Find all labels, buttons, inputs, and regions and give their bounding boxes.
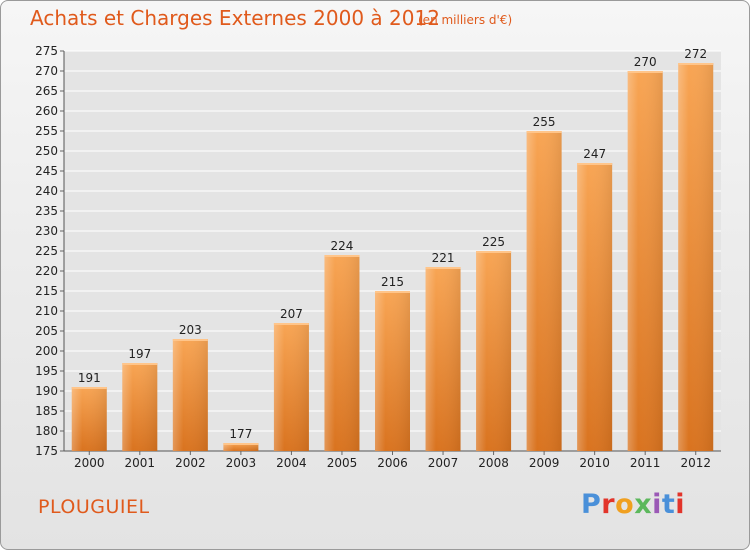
bar-shade bbox=[122, 363, 158, 451]
y-tick-label: 205 bbox=[35, 324, 58, 338]
bar-top bbox=[71, 387, 107, 389]
x-tick-label: 2008 bbox=[478, 456, 509, 470]
y-tick-label: 250 bbox=[35, 144, 58, 158]
x-tick-label: 2011 bbox=[630, 456, 661, 470]
bar-top bbox=[122, 363, 158, 365]
y-tick-label: 175 bbox=[35, 444, 58, 458]
x-tick-label: 2003 bbox=[226, 456, 257, 470]
y-tick-label: 235 bbox=[35, 204, 58, 218]
bar-value-label: 191 bbox=[78, 371, 101, 385]
y-tick-label: 260 bbox=[35, 104, 58, 118]
logo-letter: o bbox=[615, 489, 635, 520]
x-tick-label: 2001 bbox=[125, 456, 156, 470]
x-tick-label: 2005 bbox=[327, 456, 358, 470]
bar-value-label: 177 bbox=[229, 427, 252, 441]
bar-top bbox=[627, 71, 663, 73]
bar-value-label: 225 bbox=[482, 235, 505, 249]
y-tick-label: 190 bbox=[35, 384, 58, 398]
chart-title: Achats et Charges Externes 2000 à 2012 bbox=[30, 6, 440, 30]
bar-shade bbox=[172, 339, 208, 451]
bar-shade bbox=[577, 163, 613, 451]
y-tick-label: 265 bbox=[35, 84, 58, 98]
bar-top bbox=[425, 267, 461, 269]
bar-value-label: 197 bbox=[128, 347, 151, 361]
x-tick-label: 2010 bbox=[579, 456, 610, 470]
bar-top bbox=[577, 163, 613, 165]
y-tick-label: 255 bbox=[35, 124, 58, 138]
bar-shade bbox=[324, 255, 360, 451]
logo-letter: P bbox=[581, 489, 602, 520]
bar-top bbox=[223, 443, 259, 445]
bar-shade bbox=[273, 323, 309, 451]
bar-value-label: 255 bbox=[533, 115, 556, 129]
bar-value-label: 272 bbox=[684, 47, 707, 61]
logo-letter: i bbox=[675, 489, 686, 520]
x-tick-label: 2006 bbox=[377, 456, 408, 470]
bar-top bbox=[476, 251, 512, 253]
bar-top bbox=[273, 323, 309, 325]
x-tick-label: 2000 bbox=[74, 456, 105, 470]
bar-top bbox=[678, 63, 714, 65]
proxiti-logo[interactable]: Proxiti bbox=[581, 489, 685, 520]
y-tick-label: 195 bbox=[35, 364, 58, 378]
bar-shade bbox=[526, 131, 562, 451]
y-tick-label: 270 bbox=[35, 64, 58, 78]
logo-letter: x bbox=[634, 489, 653, 520]
bar-top bbox=[375, 291, 410, 293]
bar-value-label: 221 bbox=[432, 251, 455, 265]
x-tick-label: 2012 bbox=[680, 456, 711, 470]
bar-shade bbox=[425, 267, 461, 451]
bar-shade bbox=[476, 251, 512, 451]
y-tick-label: 245 bbox=[35, 164, 58, 178]
bar-shade bbox=[375, 291, 410, 451]
y-tick-label: 210 bbox=[35, 304, 58, 318]
bar-value-label: 203 bbox=[179, 323, 202, 337]
y-tick-label: 220 bbox=[35, 264, 58, 278]
y-tick-label: 180 bbox=[35, 424, 58, 438]
y-tick-label: 275 bbox=[35, 44, 58, 58]
y-tick-label: 200 bbox=[35, 344, 58, 358]
bar-value-label: 270 bbox=[634, 55, 657, 69]
bar-top bbox=[172, 339, 208, 341]
commune-name: PLOUGUIEL bbox=[38, 496, 150, 518]
bar-top bbox=[526, 131, 562, 133]
bar-top bbox=[324, 255, 360, 257]
y-tick-label: 240 bbox=[35, 184, 58, 198]
y-tick-label: 215 bbox=[35, 284, 58, 298]
bar-value-label: 224 bbox=[331, 239, 354, 253]
chart-subtitle: (en milliers d'€) bbox=[418, 13, 513, 27]
bar-shade bbox=[678, 63, 714, 451]
bar-value-label: 247 bbox=[583, 147, 606, 161]
x-tick-label: 2009 bbox=[529, 456, 560, 470]
bar-shade bbox=[627, 71, 663, 451]
x-tick-label: 2007 bbox=[428, 456, 459, 470]
logo-letter: r bbox=[601, 489, 616, 520]
y-tick-label: 225 bbox=[35, 244, 58, 258]
logo-letter: t bbox=[661, 489, 676, 520]
bar-shade bbox=[71, 387, 107, 451]
bar-shade bbox=[223, 443, 259, 451]
logo-letter: i bbox=[652, 489, 662, 520]
x-tick-label: 2004 bbox=[276, 456, 307, 470]
bar-value-label: 207 bbox=[280, 307, 303, 321]
x-tick-label: 2002 bbox=[175, 456, 206, 470]
bar-value-label: 215 bbox=[381, 275, 404, 289]
y-tick-label: 185 bbox=[35, 404, 58, 418]
y-tick-label: 230 bbox=[35, 224, 58, 238]
